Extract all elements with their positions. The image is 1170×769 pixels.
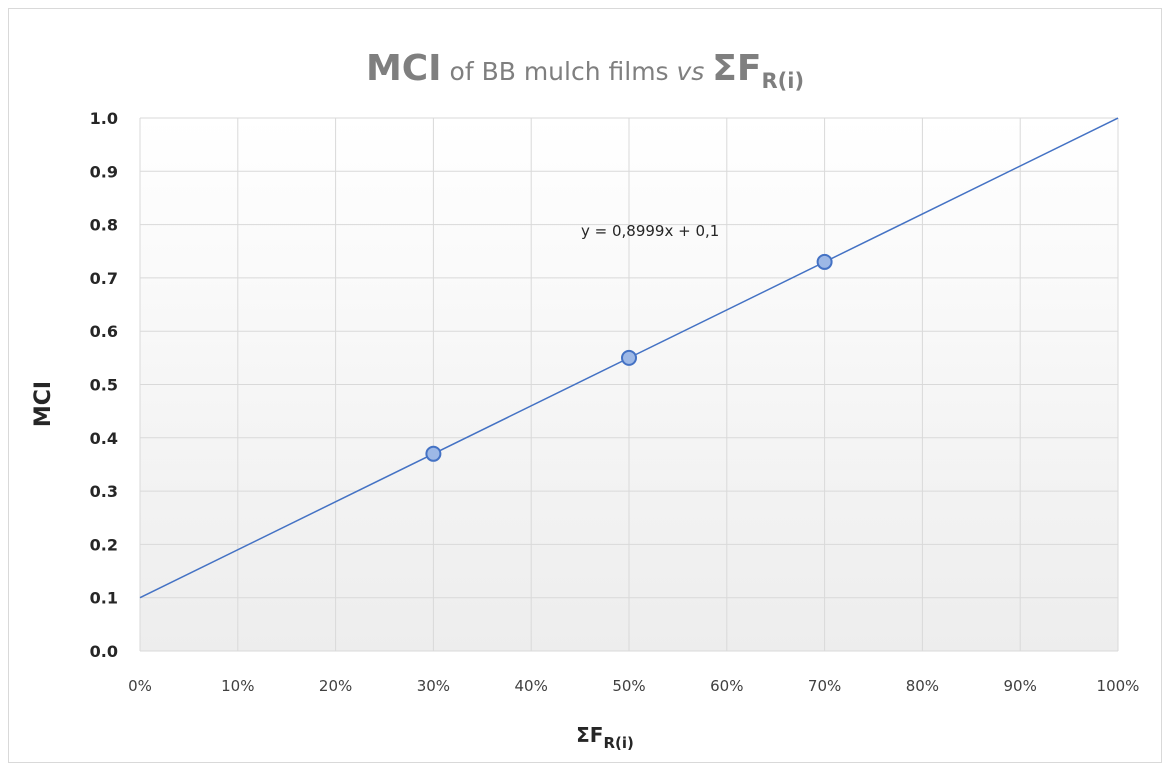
data-points <box>425 253 833 462</box>
x-tick-label: 10% <box>221 677 254 695</box>
y-tick-label: 0.4 <box>90 429 118 448</box>
title-normal: of BB mulch films <box>442 57 677 86</box>
x-tick-label: 0% <box>128 677 152 695</box>
x-tick-label: 80% <box>906 677 939 695</box>
y-tick-label: 0.3 <box>90 482 118 501</box>
y-tick-label: 0.2 <box>90 535 118 554</box>
title-space <box>704 57 712 86</box>
x-axis-label-sub: R(i) <box>603 734 633 752</box>
x-tick-label: 30% <box>417 677 450 695</box>
x-axis-ticks: 0% 10% 20% 30% 40% 50% 60% 70% 80% 90% 100% <box>128 677 1139 695</box>
x-tick-label: 70% <box>808 677 841 695</box>
title-symbol: ΣF <box>712 48 761 89</box>
data-point <box>816 253 833 270</box>
y-axis-ticks: 0.0 0.1 0.2 0.3 0.4 0.5 0.6 0.7 0.8 0.9 1.0 <box>90 109 118 661</box>
y-tick-label: 0.6 <box>90 322 118 341</box>
trendline-equation: y = 0,8999x + 0,1 <box>581 222 719 240</box>
x-tick-label: 40% <box>515 677 548 695</box>
y-tick-label: 0.8 <box>90 216 118 235</box>
y-tick-label: 0.9 <box>90 162 118 181</box>
data-point <box>621 349 637 366</box>
y-tick-label: 0.1 <box>90 589 118 608</box>
title-italic: vs <box>677 57 705 86</box>
x-axis-label-main: ΣF <box>576 723 603 747</box>
title-symbol-sub: R(i) <box>761 69 804 93</box>
x-tick-label: 90% <box>1004 677 1037 695</box>
y-tick-label: 0.7 <box>90 269 118 288</box>
title-bold: MCI <box>366 48 442 89</box>
chart-title: MCI of BB mulch films vs ΣFR(i) <box>366 48 804 93</box>
x-tick-label: 60% <box>710 677 743 695</box>
data-point <box>425 445 442 462</box>
x-axis-label: ΣFR(i) <box>576 723 634 752</box>
y-axis-label: MCI <box>31 381 56 427</box>
y-tick-label: 0.5 <box>90 376 118 395</box>
x-tick-label: 20% <box>319 677 352 695</box>
y-tick-label: 1.0 <box>90 109 118 128</box>
x-tick-label: 50% <box>612 677 645 695</box>
y-tick-label: 0.0 <box>90 642 118 661</box>
x-tick-label: 100% <box>1097 677 1140 695</box>
gridlines <box>139 117 1119 652</box>
